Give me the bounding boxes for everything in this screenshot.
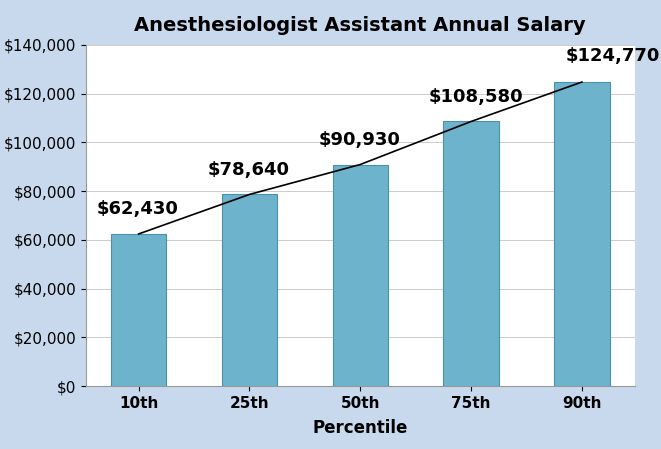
Text: $108,580: $108,580: [429, 88, 524, 106]
Text: $124,770: $124,770: [565, 47, 660, 65]
Text: $62,430: $62,430: [97, 200, 178, 218]
Bar: [111, 234, 167, 386]
Title: Anesthesiologist Assistant Annual Salary: Anesthesiologist Assistant Annual Salary: [134, 16, 586, 35]
Text: $90,930: $90,930: [318, 131, 400, 149]
Bar: [444, 122, 499, 386]
Bar: [221, 194, 277, 386]
Bar: [554, 82, 609, 386]
Bar: [332, 164, 388, 386]
Text: $78,640: $78,640: [208, 161, 290, 179]
X-axis label: Percentile: Percentile: [313, 419, 408, 437]
